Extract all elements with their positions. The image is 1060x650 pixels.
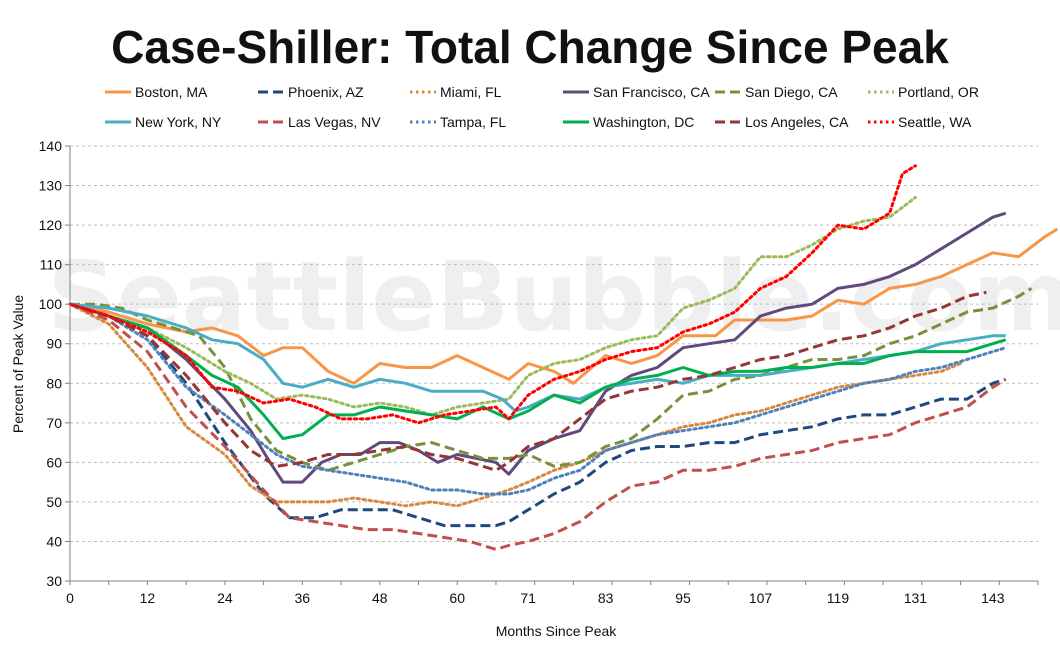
y-tick-label: 110 [40,257,63,273]
series-line-4 [70,287,1033,472]
plot-series [68,164,1059,551]
x-tick-label: 36 [295,590,311,606]
y-tick-label: 130 [39,178,63,194]
chart-title: Case-Shiller: Total Change Since Peak [111,21,949,73]
legend-label: San Diego, CA [745,84,838,100]
series-line-0 [69,227,1059,385]
y-tick-label: 60 [46,454,62,470]
legend-label: Seattle, WA [898,114,972,130]
legend-label: Phoenix, AZ [288,84,364,100]
x-tick-label: 48 [372,590,388,606]
x-tick-label: 24 [217,590,233,606]
x-tick-label: 12 [140,590,156,606]
x-tick-label: 131 [904,590,928,606]
legend-label: Portland, OR [898,84,979,100]
y-tick-label: 120 [39,217,63,233]
x-tick-label: 71 [520,590,536,606]
y-tick-label: 80 [46,375,62,391]
legend-label: Miami, FL [440,84,502,100]
series-line-11 [68,164,917,425]
series-line-8 [68,302,1008,496]
gridlines [70,145,1038,542]
series-line-3 [69,211,1007,484]
x-tick-label: 60 [449,590,465,606]
legend-label: Las Vegas, NV [288,114,381,130]
series-line-2 [68,302,963,508]
legend-label: Tampa, FL [440,114,506,130]
legend-label: New York, NY [135,114,222,130]
legend-label: San Francisco, CA [593,84,710,100]
legend-label: Los Angeles, CA [745,114,849,130]
x-tick-label: 95 [675,590,691,606]
y-tick-label: 100 [39,296,63,312]
series-line-5 [68,195,917,417]
y-tick-label: 30 [46,573,62,589]
axes: 30 40 50 60 70 80 90 100 110 120 130 140 0 12 24 36 48 60… [39,138,1039,606]
x-tick-label: 119 [827,590,850,606]
legend-label: Washington, DC [593,114,694,130]
x-tick-label: 143 [981,590,1005,606]
y-tick-label: 40 [46,533,62,549]
series-line-9 [69,302,1007,441]
y-tick-label: 50 [46,494,62,510]
series-line-6 [69,302,1006,413]
x-tick-label: 0 [66,590,74,606]
x-tick-label: 107 [749,590,773,606]
y-axis-label: Percent of Peak Value [10,295,26,433]
y-tick-label: 140 [39,138,63,154]
legend-label: Boston, MA [135,84,208,100]
legend: Boston, MA Phoenix, AZ Miami, FL San Franci… [105,84,979,130]
y-tick-label: 90 [46,336,62,352]
watermark: SeattleBubble.com [47,241,1060,353]
x-tick-label: 83 [598,590,614,606]
series-line-7 [69,302,1007,551]
y-tick-label: 70 [46,415,62,431]
series-line-10 [69,290,987,472]
x-axis-label: Months Since Peak [496,623,618,639]
